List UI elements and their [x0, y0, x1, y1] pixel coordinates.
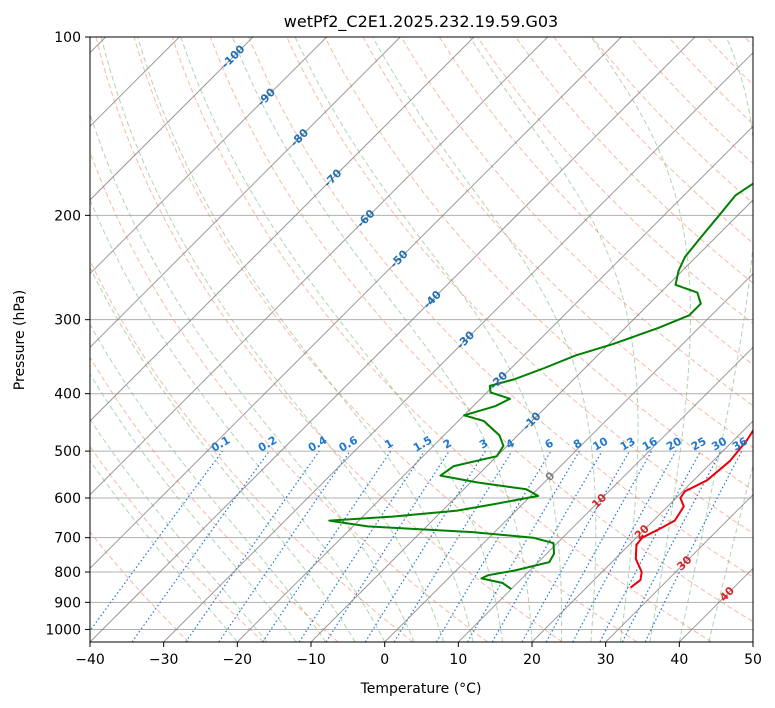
moist-adiabat: [90, 373, 297, 642]
y-tick-label: 800: [54, 565, 81, 581]
dry-adiabat: [553, 37, 753, 244]
temperature-profile-line: [629, 428, 753, 589]
mixing-ratio-line: [572, 450, 677, 642]
x-tick-label: −30: [149, 652, 179, 668]
isotherm-line: [163, 51, 753, 642]
isotherm-line: [384, 272, 753, 642]
mixing-ratio-line: [185, 450, 320, 642]
y-tick-label: 900: [54, 595, 81, 611]
isotherm-line: [457, 346, 753, 642]
dry-adiabat: [591, 37, 753, 204]
dry-adiabat: [90, 356, 339, 642]
y-tick-label: 300: [54, 313, 81, 329]
dry-adiabat: [90, 150, 488, 642]
isotherm-line: [310, 199, 753, 642]
mixing-ratio-line: [364, 450, 486, 642]
moist-adiabat: [90, 266, 356, 642]
mixing-ratio-line: [435, 450, 552, 642]
mixing-ratio-line: [131, 450, 270, 642]
y-tick-label: 500: [54, 444, 81, 460]
x-axis-title: Temperature (°C): [360, 681, 482, 697]
x-tick-label: −40: [75, 652, 105, 668]
mixing-ratio-line: [466, 450, 580, 642]
y-axis-title: Pressure (hPa): [12, 290, 28, 390]
isotherm-line: [752, 641, 753, 642]
dry-adiabat: [90, 531, 190, 642]
dry-adiabat: [95, 37, 563, 642]
plot-background: [90, 37, 753, 642]
isotherm-line: [90, 37, 254, 201]
mixing-ratio-lines: [90, 450, 743, 642]
dry-adiabat: [210, 37, 753, 623]
chart-title: wetPf2_C2E1.2025.232.19.59.G03: [284, 12, 558, 32]
moist-adiabat: [90, 198, 386, 642]
x-tick-label: 20: [523, 652, 541, 668]
mixing-ratio-line: [491, 450, 603, 642]
isotherm-line: [605, 493, 753, 642]
y-tick-label: 600: [54, 491, 81, 507]
moist-adiabat: [294, 37, 563, 642]
moist-adiabat: [90, 459, 238, 642]
axes-frame: [89, 36, 754, 643]
dry-adiabat: [438, 37, 753, 366]
mixing-ratio-line: [218, 450, 351, 642]
mixing-ratio-line: [521, 450, 631, 642]
moist-adiabat: [137, 37, 474, 642]
dry-adiabat: [133, 37, 638, 642]
plot-frame: [89, 36, 754, 643]
moist-adiabat: [90, 323, 327, 642]
y-tick-label: 100: [54, 30, 81, 46]
dry-adiabat: [324, 37, 753, 491]
isotherm-line: [90, 37, 696, 642]
moist-adiabat: [90, 418, 268, 642]
mixing-ratio-line: [393, 450, 513, 642]
x-tick-label: −20: [223, 652, 253, 668]
isotherm-line: [90, 37, 622, 570]
dry-adiabats: [90, 37, 753, 642]
x-tick-label: −10: [296, 652, 326, 668]
dewpoint-profile-line: [328, 182, 753, 590]
moist-adiabat: [708, 464, 753, 642]
isotherm-line: [531, 420, 753, 642]
moist-adiabats: [90, 37, 753, 642]
plot-area: [90, 37, 753, 642]
isotherms: [90, 37, 753, 642]
y-tick-label: 200: [54, 208, 81, 224]
mixing-ratio-line: [325, 450, 450, 642]
profile-series: [328, 182, 753, 590]
isotherm-line: [90, 37, 328, 275]
dry-adiabat: [286, 37, 753, 534]
x-tick-label: 50: [744, 652, 762, 668]
moist-adiabat: [469, 37, 639, 642]
mixing-ratio-line: [90, 450, 223, 632]
dry-adiabat: [400, 37, 753, 407]
moist-adiabat: [90, 112, 415, 642]
moist-adiabat: [372, 37, 597, 642]
x-axis: −40 −30 −20 −10 0 10 20 30 40 50: [75, 642, 762, 668]
moist-adiabat: [231, 37, 533, 642]
y-axis: 100 200 300 400 500 600 700 800 900 1000: [45, 30, 90, 638]
isotherm-line: [90, 37, 549, 496]
isotherm-line: [90, 37, 475, 422]
y-tick-label: 700: [54, 531, 81, 547]
moist-adiabat: [100, 37, 445, 642]
x-tick-label: 40: [670, 652, 688, 668]
moist-adiabat: [678, 37, 753, 642]
dry-adiabat: [477, 37, 753, 325]
x-tick-label: 10: [449, 652, 467, 668]
x-tick-label: 30: [597, 652, 615, 668]
moist-adiabat: [180, 37, 503, 642]
isotherm-line: [90, 37, 401, 349]
x-tick-label: 0: [380, 652, 389, 668]
dry-adiabat: [90, 259, 414, 642]
moist-adiabat: [590, 37, 691, 642]
dry-adiabat: [171, 37, 712, 642]
grid-lines: [90, 37, 753, 630]
y-tick-label: 400: [54, 387, 81, 403]
y-tick-label: 1000: [45, 622, 81, 638]
isotherm-line: [236, 125, 753, 642]
dry-adiabat: [248, 37, 753, 578]
